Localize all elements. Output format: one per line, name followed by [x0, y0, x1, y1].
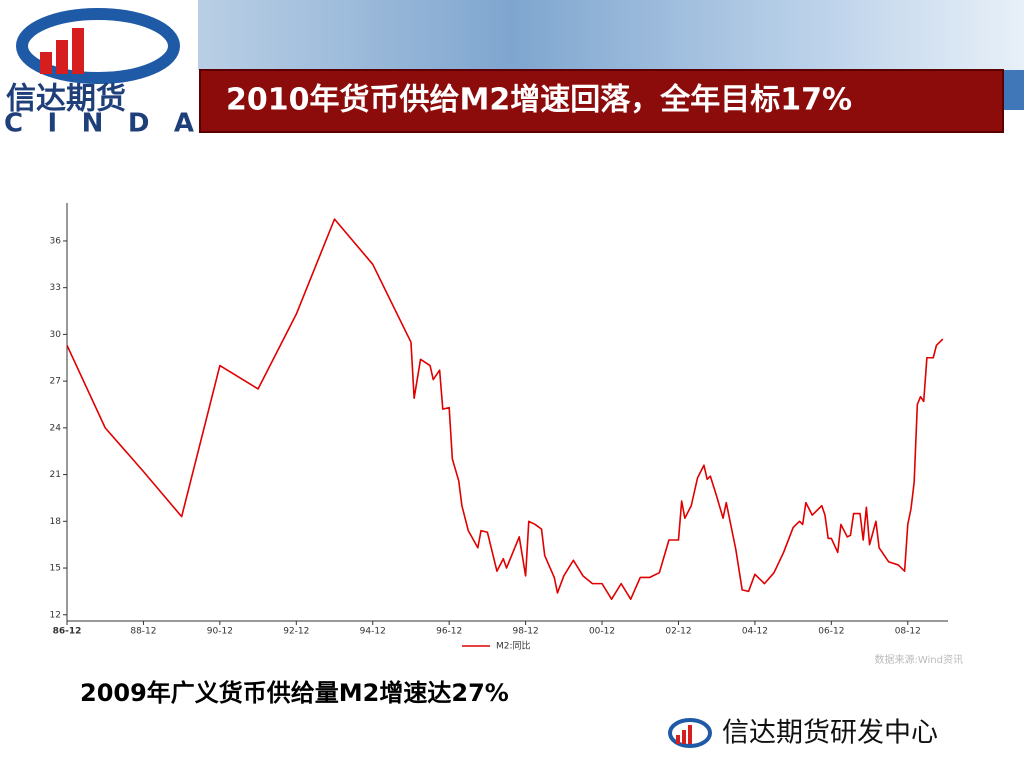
footer-icon [668, 718, 712, 748]
y-tick-label: 15 [50, 564, 61, 574]
logo-text: 信达期货 [6, 82, 126, 117]
y-tick-label: 12 [50, 610, 61, 620]
y-tick-label: 27 [50, 377, 61, 387]
x-tick-label: 96-12 [436, 627, 462, 637]
x-tick-label: 88-12 [130, 627, 156, 637]
y-tick-label: 18 [50, 517, 62, 527]
y-tick-label: 33 [50, 283, 61, 293]
x-tick-label: 86-12 [53, 627, 82, 637]
y-tick-label: 21 [50, 470, 61, 480]
x-tick-label: 98-12 [513, 627, 539, 637]
y-tick-label: 36 [50, 236, 62, 246]
x-tick-label: 92-12 [283, 627, 309, 637]
x-tick-label: 06-12 [818, 627, 844, 637]
y-tick-label: 24 [50, 423, 62, 433]
footer-text: 信达期货研发中心 [722, 718, 938, 749]
logo-icon [16, 8, 180, 84]
plot: 12 15 18 21 24 27 30 33 36 86-12 88-12 90-12 92-12 94… [50, 218, 944, 637]
x-tick-label: 00-12 [589, 627, 615, 637]
source-note: 数据来源:Wind资讯 [874, 653, 963, 666]
title-banner [199, 69, 1004, 133]
y-tick-label: 30 [50, 330, 62, 340]
caption: 2009年广义货币供给量M2增速达27% [80, 679, 509, 707]
x-tick-label: 02-12 [665, 627, 691, 637]
x-tick-label: 94-12 [360, 627, 386, 637]
slide-title: 2010年货币供给M2增速回落，全年目标17% [226, 83, 852, 118]
x-tick-label: 08-12 [895, 627, 921, 637]
x-tick-label: 90-12 [207, 627, 233, 637]
x-tick-label: 04-12 [742, 627, 768, 637]
legend-label: M2:同比 [496, 640, 531, 652]
data-line [66, 218, 944, 600]
